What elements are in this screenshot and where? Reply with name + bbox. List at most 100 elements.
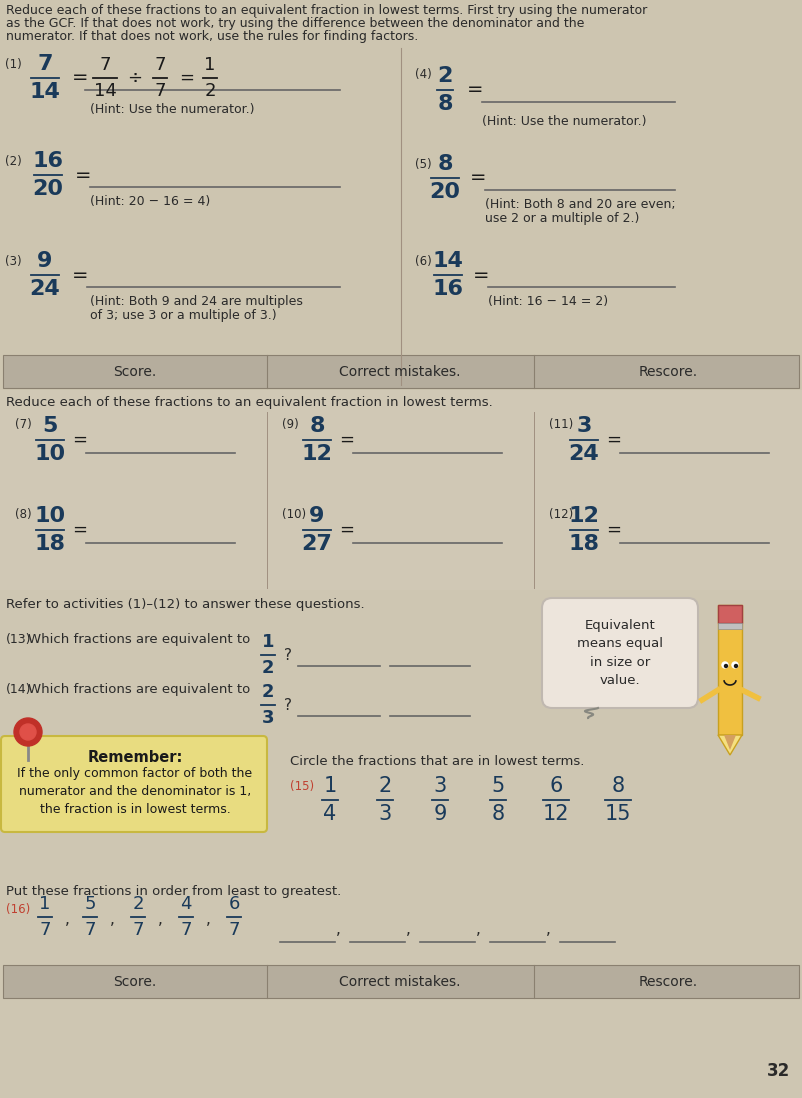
Text: 6: 6: [229, 896, 240, 914]
Text: 4: 4: [323, 804, 337, 825]
Text: 9: 9: [433, 804, 447, 825]
Text: =: =: [470, 168, 487, 188]
Text: 24: 24: [30, 279, 60, 300]
Circle shape: [724, 664, 727, 668]
Text: 2: 2: [205, 81, 216, 100]
Text: 7: 7: [154, 81, 166, 100]
Text: Rescore.: Rescore.: [638, 365, 698, 379]
Text: 10: 10: [34, 505, 66, 526]
Text: =: =: [606, 520, 622, 539]
Text: (Hint: 16 − 14 = 2): (Hint: 16 − 14 = 2): [488, 295, 608, 309]
Text: use 2 or a multiple of 2.): use 2 or a multiple of 2.): [485, 212, 639, 225]
Text: (16): (16): [6, 903, 30, 916]
Text: (Hint: Both 9 and 24 are multiples: (Hint: Both 9 and 24 are multiples: [90, 295, 303, 309]
Text: 8: 8: [437, 154, 453, 173]
Text: Circle the fractions that are in lowest terms.: Circle the fractions that are in lowest …: [290, 755, 585, 768]
Text: Refer to activities (1)–(12) to answer these questions.: Refer to activities (1)–(12) to answer t…: [6, 598, 365, 610]
Text: Reduce each of these fractions to an equivalent fraction in lowest terms.: Reduce each of these fractions to an equ…: [6, 396, 492, 408]
Text: 32: 32: [767, 1062, 790, 1080]
Text: 5: 5: [84, 896, 95, 914]
Text: (14): (14): [6, 683, 31, 696]
Text: 16: 16: [432, 279, 464, 300]
Text: 7: 7: [37, 54, 53, 74]
Text: (2): (2): [5, 155, 22, 168]
Text: ÷: ÷: [127, 69, 142, 87]
Text: Correct mistakes.: Correct mistakes.: [339, 975, 461, 988]
Text: 9: 9: [310, 505, 325, 526]
Text: 16: 16: [33, 150, 63, 170]
Text: (Hint: Use the numerator.): (Hint: Use the numerator.): [90, 103, 254, 116]
Text: 14: 14: [30, 82, 60, 102]
Text: (12): (12): [549, 508, 573, 520]
Text: =: =: [72, 520, 87, 539]
Text: ,: ,: [476, 922, 480, 937]
Text: ,: ,: [110, 912, 115, 928]
Text: 18: 18: [34, 535, 66, 554]
Text: 1: 1: [261, 634, 274, 651]
Text: Put these fractions in order from least to greatest.: Put these fractions in order from least …: [6, 885, 341, 898]
FancyBboxPatch shape: [542, 598, 698, 708]
Text: 2: 2: [437, 66, 452, 86]
Text: 20: 20: [33, 179, 63, 200]
Text: 3: 3: [577, 416, 592, 436]
Bar: [0, 390, 802, 590]
Text: ,: ,: [406, 922, 411, 937]
Polygon shape: [724, 735, 736, 750]
Text: (13): (13): [6, 634, 31, 646]
Text: Remember:: Remember:: [87, 750, 183, 765]
Text: 8: 8: [310, 416, 325, 436]
Text: of 3; use 3 or a multiple of 3.): of 3; use 3 or a multiple of 3.): [90, 309, 277, 322]
Text: 14: 14: [432, 250, 464, 270]
Text: 7: 7: [84, 920, 95, 939]
Text: 3: 3: [261, 708, 274, 727]
Text: 1: 1: [205, 56, 216, 75]
Text: =: =: [339, 432, 354, 449]
Text: =: =: [72, 266, 88, 284]
Bar: [0, 0, 802, 390]
Text: 8: 8: [437, 94, 453, 114]
Text: ,: ,: [65, 912, 70, 928]
Text: Score.: Score.: [113, 975, 156, 988]
Text: 1: 1: [323, 776, 337, 796]
Text: 9: 9: [38, 250, 53, 270]
Circle shape: [732, 662, 738, 668]
Text: =: =: [75, 166, 91, 184]
Text: 4: 4: [180, 896, 192, 914]
Text: If the only common factor of both the
numerator and the denominator is 1,
the fr: If the only common factor of both the nu…: [18, 768, 253, 816]
Text: (1): (1): [5, 58, 22, 71]
Text: (8): (8): [15, 508, 31, 520]
Bar: [718, 623, 742, 629]
Text: =: =: [606, 432, 622, 449]
Text: 1: 1: [39, 896, 51, 914]
Text: 12: 12: [302, 445, 333, 464]
Text: 6: 6: [549, 776, 563, 796]
Text: (15): (15): [290, 780, 314, 793]
Text: 12: 12: [543, 804, 569, 825]
Text: 10: 10: [34, 445, 66, 464]
Text: (Hint: 20 − 16 = 4): (Hint: 20 − 16 = 4): [90, 195, 210, 208]
Text: 7: 7: [39, 920, 51, 939]
Text: 2: 2: [379, 776, 391, 796]
Text: numerator. If that does not work, use the rules for finding factors.: numerator. If that does not work, use th…: [6, 30, 419, 43]
Text: Which fractions are equivalent to: Which fractions are equivalent to: [28, 634, 254, 646]
Circle shape: [722, 662, 728, 668]
Text: (Hint: Use the numerator.): (Hint: Use the numerator.): [482, 115, 646, 128]
Text: 7: 7: [132, 920, 144, 939]
Bar: [718, 605, 742, 735]
Bar: [0, 590, 802, 1098]
FancyBboxPatch shape: [1, 736, 267, 832]
Text: 15: 15: [605, 804, 631, 825]
Text: =: =: [473, 266, 489, 284]
Text: 5: 5: [43, 416, 58, 436]
Text: =: =: [179, 69, 194, 87]
Text: 2: 2: [261, 659, 274, 676]
Text: Score.: Score.: [113, 365, 156, 379]
Circle shape: [735, 664, 738, 668]
Text: 7: 7: [154, 56, 166, 75]
Text: (10): (10): [282, 508, 306, 520]
Text: 8: 8: [492, 804, 504, 825]
Text: ,: ,: [545, 922, 550, 937]
Text: 2: 2: [132, 896, 144, 914]
Text: ,: ,: [205, 912, 210, 928]
Circle shape: [20, 724, 36, 740]
